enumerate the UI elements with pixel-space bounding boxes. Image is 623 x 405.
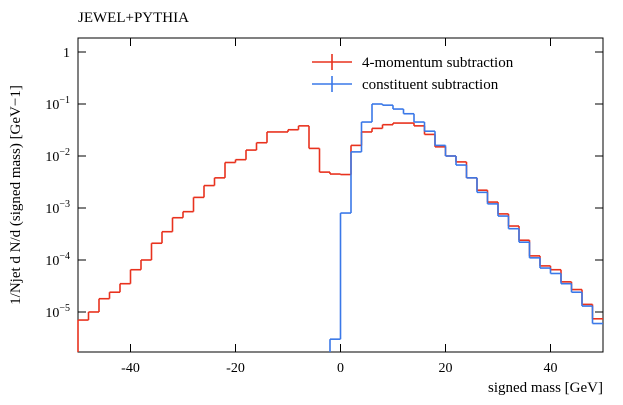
y-tick-label: 10−2 xyxy=(45,147,70,165)
y-tick-label: 10−4 xyxy=(45,251,70,269)
x-tick-label: 40 xyxy=(544,361,558,376)
legend-label: 4-momentum subtraction xyxy=(362,55,514,71)
y-tick-label: 1 xyxy=(63,46,70,61)
y-tick-label: 10−3 xyxy=(45,199,70,217)
x-tick-label: -20 xyxy=(226,361,245,376)
series xyxy=(329,103,603,352)
x-axis-label: signed mass [GeV] xyxy=(488,380,603,396)
x-tick-label: 20 xyxy=(439,361,453,376)
y-tick-label: 10−1 xyxy=(45,95,70,113)
y-axis-label: 1/Njet d N/d (signed mass) [GeV−1] xyxy=(8,85,24,305)
legend-label: constituent subtraction xyxy=(362,77,499,93)
y-tick-label: 10−5 xyxy=(45,303,70,321)
x-tick-label: 0 xyxy=(337,361,344,376)
chart-title: JEWEL+PYTHIA xyxy=(78,10,189,26)
x-tick-label: -40 xyxy=(121,361,140,376)
